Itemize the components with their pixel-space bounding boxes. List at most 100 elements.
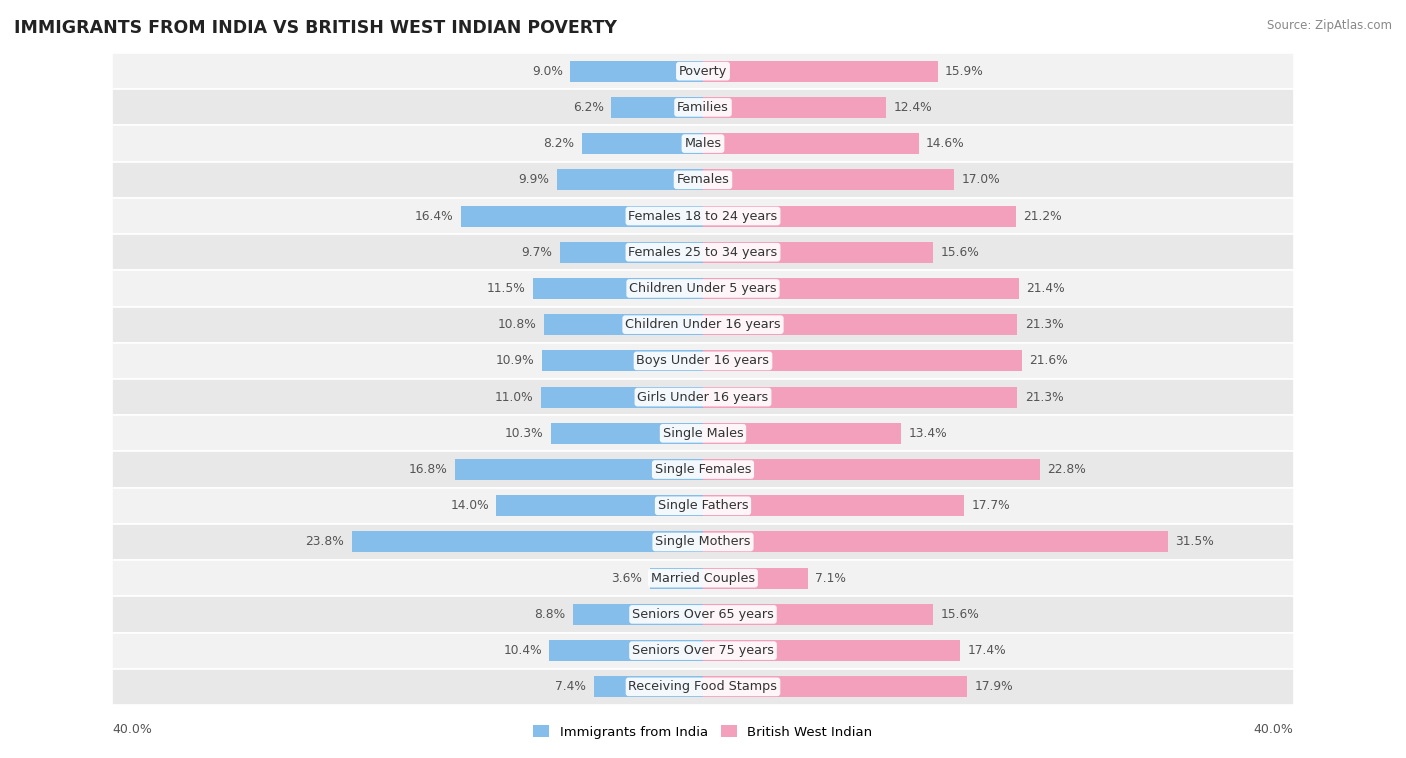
- Text: Females 18 to 24 years: Females 18 to 24 years: [628, 209, 778, 223]
- Text: 22.8%: 22.8%: [1047, 463, 1085, 476]
- Text: Single Mothers: Single Mothers: [655, 535, 751, 549]
- Bar: [456, 459, 703, 480]
- Bar: [551, 423, 703, 444]
- Text: Receiving Food Stamps: Receiving Food Stamps: [628, 681, 778, 694]
- Bar: [703, 423, 901, 444]
- Text: 11.0%: 11.0%: [495, 390, 533, 403]
- Text: 17.4%: 17.4%: [967, 644, 1005, 657]
- Bar: [703, 350, 1022, 371]
- Bar: [550, 640, 703, 661]
- Text: 10.8%: 10.8%: [498, 318, 536, 331]
- Text: 31.5%: 31.5%: [1175, 535, 1215, 549]
- Bar: [112, 53, 1294, 89]
- Bar: [703, 604, 934, 625]
- Text: 14.6%: 14.6%: [927, 137, 965, 150]
- Bar: [461, 205, 703, 227]
- Text: Children Under 16 years: Children Under 16 years: [626, 318, 780, 331]
- Bar: [112, 271, 1294, 306]
- Bar: [112, 306, 1294, 343]
- Text: Married Couples: Married Couples: [651, 572, 755, 584]
- Text: 10.4%: 10.4%: [503, 644, 543, 657]
- Bar: [112, 161, 1294, 198]
- Bar: [703, 278, 1019, 299]
- Bar: [496, 495, 703, 516]
- Bar: [703, 676, 967, 697]
- Text: 13.4%: 13.4%: [908, 427, 946, 440]
- Bar: [650, 568, 703, 589]
- Text: 21.4%: 21.4%: [1026, 282, 1064, 295]
- Bar: [703, 459, 1039, 480]
- Text: Poverty: Poverty: [679, 64, 727, 77]
- Bar: [560, 242, 703, 263]
- Bar: [112, 89, 1294, 126]
- Bar: [703, 531, 1168, 553]
- Text: 23.8%: 23.8%: [305, 535, 344, 549]
- Text: Seniors Over 75 years: Seniors Over 75 years: [633, 644, 773, 657]
- Bar: [703, 314, 1018, 335]
- Text: 17.0%: 17.0%: [962, 174, 1000, 186]
- Text: Males: Males: [685, 137, 721, 150]
- Text: 8.8%: 8.8%: [534, 608, 565, 621]
- Bar: [112, 524, 1294, 560]
- Text: 10.9%: 10.9%: [496, 355, 534, 368]
- Text: Source: ZipAtlas.com: Source: ZipAtlas.com: [1267, 19, 1392, 32]
- Text: Females: Females: [676, 174, 730, 186]
- Text: Females 25 to 34 years: Females 25 to 34 years: [628, 246, 778, 258]
- Bar: [703, 97, 886, 118]
- Bar: [703, 169, 953, 190]
- Text: Families: Families: [678, 101, 728, 114]
- Text: 40.0%: 40.0%: [112, 722, 152, 736]
- Bar: [112, 415, 1294, 452]
- Text: 21.2%: 21.2%: [1024, 209, 1062, 223]
- Text: 9.0%: 9.0%: [531, 64, 562, 77]
- Bar: [112, 560, 1294, 597]
- Bar: [112, 452, 1294, 487]
- Bar: [703, 133, 918, 154]
- Text: 17.9%: 17.9%: [974, 681, 1014, 694]
- Text: 21.3%: 21.3%: [1025, 318, 1063, 331]
- Bar: [112, 343, 1294, 379]
- Bar: [112, 234, 1294, 271]
- Bar: [703, 568, 808, 589]
- Bar: [544, 314, 703, 335]
- Text: Boys Under 16 years: Boys Under 16 years: [637, 355, 769, 368]
- Text: 7.1%: 7.1%: [815, 572, 846, 584]
- Text: 16.8%: 16.8%: [409, 463, 447, 476]
- Bar: [574, 604, 703, 625]
- Text: Seniors Over 65 years: Seniors Over 65 years: [633, 608, 773, 621]
- Bar: [703, 242, 934, 263]
- Text: 14.0%: 14.0%: [450, 500, 489, 512]
- Text: Single Females: Single Females: [655, 463, 751, 476]
- Bar: [612, 97, 703, 118]
- Text: 7.4%: 7.4%: [555, 681, 586, 694]
- Text: 15.6%: 15.6%: [941, 246, 980, 258]
- Bar: [703, 495, 965, 516]
- Text: 3.6%: 3.6%: [612, 572, 643, 584]
- Text: Single Fathers: Single Fathers: [658, 500, 748, 512]
- Bar: [703, 61, 938, 82]
- Bar: [352, 531, 703, 553]
- Bar: [112, 487, 1294, 524]
- Bar: [112, 669, 1294, 705]
- Bar: [533, 278, 703, 299]
- Bar: [112, 198, 1294, 234]
- Text: 21.6%: 21.6%: [1029, 355, 1069, 368]
- Text: 9.9%: 9.9%: [519, 174, 550, 186]
- Legend: Immigrants from India, British West Indian: Immigrants from India, British West Indi…: [529, 720, 877, 744]
- Text: Single Males: Single Males: [662, 427, 744, 440]
- Text: Girls Under 16 years: Girls Under 16 years: [637, 390, 769, 403]
- Bar: [703, 387, 1018, 408]
- Text: 16.4%: 16.4%: [415, 209, 454, 223]
- Bar: [557, 169, 703, 190]
- Text: 8.2%: 8.2%: [544, 137, 575, 150]
- Text: 15.6%: 15.6%: [941, 608, 980, 621]
- Bar: [543, 350, 703, 371]
- Bar: [112, 126, 1294, 161]
- Bar: [540, 387, 703, 408]
- Text: 9.7%: 9.7%: [522, 246, 553, 258]
- Text: 15.9%: 15.9%: [945, 64, 984, 77]
- Text: 12.4%: 12.4%: [893, 101, 932, 114]
- Bar: [703, 640, 960, 661]
- Bar: [112, 379, 1294, 415]
- Bar: [571, 61, 703, 82]
